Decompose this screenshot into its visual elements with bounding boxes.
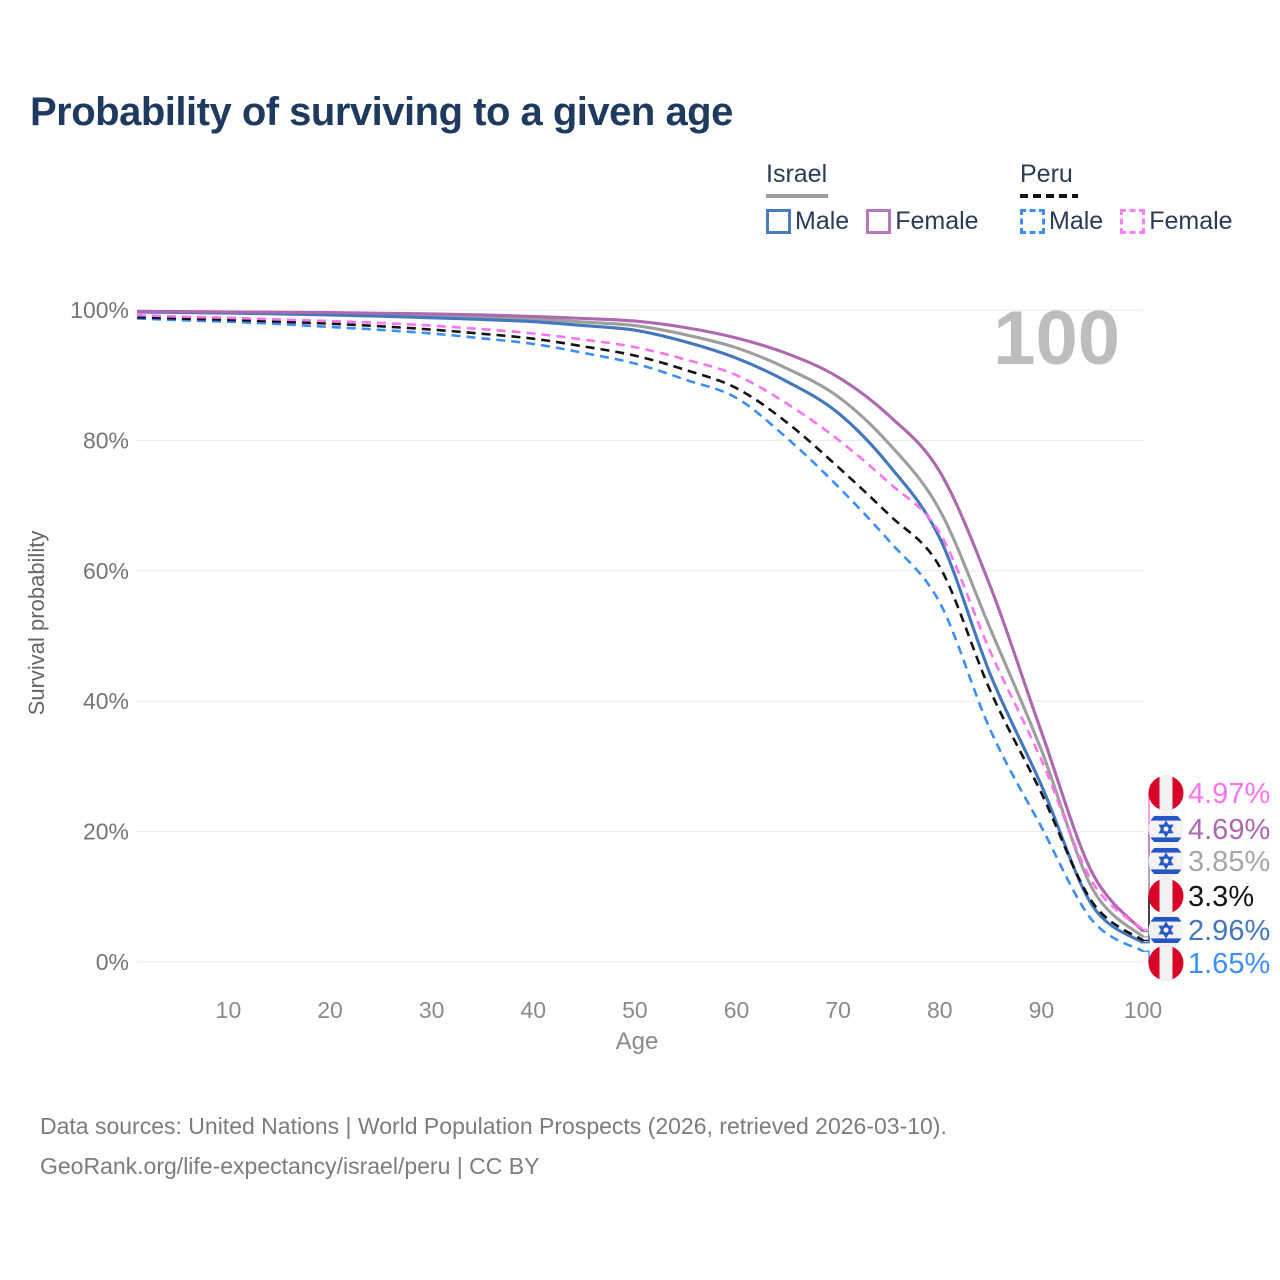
x-tick-label: 100 bbox=[1124, 997, 1162, 1023]
flag-peru-icon bbox=[1148, 945, 1184, 981]
israel-male-label[interactable]: Male bbox=[795, 207, 850, 235]
curve-israel-total[interactable] bbox=[136, 310, 1145, 939]
x-tick-label: 50 bbox=[622, 997, 648, 1023]
legend-peru-label[interactable]: Peru bbox=[1020, 160, 1073, 188]
peru-female-swatch[interactable] bbox=[1120, 209, 1146, 234]
end-value-label: 4.69% bbox=[1188, 814, 1270, 846]
chart-legend: Israel Male Female Peru Male Female bbox=[0, 160, 1280, 240]
israel-total-line-swatch[interactable] bbox=[766, 194, 828, 198]
y-tick-label: 80% bbox=[83, 427, 129, 453]
chart-footer: Data sources: United Nations | World Pop… bbox=[40, 1106, 947, 1186]
x-axis-title: Age bbox=[616, 1028, 659, 1055]
x-tick-label: 20 bbox=[317, 997, 343, 1023]
legend-israel-label[interactable]: Israel bbox=[766, 160, 828, 188]
curve-peru-total[interactable] bbox=[136, 315, 1144, 942]
end-value-label: 3.85% bbox=[1188, 846, 1270, 878]
end-value-label: 4.97% bbox=[1188, 778, 1270, 810]
end-value-label: 1.65% bbox=[1188, 948, 1270, 980]
legend-group-israel: Israel Male Female bbox=[766, 160, 979, 236]
curve-israel-female[interactable] bbox=[136, 309, 1145, 933]
star-of-david-icon bbox=[1158, 820, 1174, 838]
page-title: Probability of surviving to a given age bbox=[30, 90, 733, 134]
flag-israel-icon bbox=[1148, 843, 1184, 879]
israel-female-swatch[interactable] bbox=[866, 209, 892, 234]
y-tick-label: 0% bbox=[96, 949, 129, 975]
israel-female-label[interactable]: Female bbox=[895, 207, 979, 235]
y-axis-title: Survival probability bbox=[24, 531, 49, 716]
flag-israel-icon bbox=[1148, 912, 1184, 948]
peru-male-swatch[interactable] bbox=[1020, 209, 1045, 234]
x-tick-label: 30 bbox=[419, 997, 445, 1023]
peru-total-line-swatch[interactable] bbox=[1020, 194, 1078, 198]
x-tick-label: 60 bbox=[724, 997, 750, 1023]
attribution-line: GeoRank.org/life-expectancy/israel/peru … bbox=[40, 1153, 540, 1179]
age-watermark: 100 bbox=[993, 296, 1120, 381]
y-tick-label: 40% bbox=[83, 688, 129, 714]
peru-female-label[interactable]: Female bbox=[1149, 207, 1233, 235]
curve-peru-male[interactable] bbox=[136, 317, 1144, 953]
y-tick-label: 60% bbox=[83, 558, 129, 584]
y-tick-label: 20% bbox=[83, 819, 129, 845]
y-tick-label: 100% bbox=[70, 297, 129, 323]
curve-peru-female[interactable] bbox=[136, 313, 1144, 931]
peru-male-label[interactable]: Male bbox=[1049, 207, 1104, 235]
star-of-david-icon bbox=[1158, 921, 1174, 939]
x-tick-label: 90 bbox=[1029, 997, 1055, 1023]
curve-israel-male[interactable] bbox=[136, 310, 1144, 945]
flag-peru-icon bbox=[1148, 878, 1184, 914]
x-tick-label: 10 bbox=[216, 997, 242, 1023]
x-tick-label: 40 bbox=[521, 997, 547, 1023]
israel-male-swatch[interactable] bbox=[766, 209, 791, 234]
flag-israel-icon bbox=[1148, 811, 1184, 847]
end-value-label: 3.3% bbox=[1188, 881, 1254, 913]
x-tick-label: 70 bbox=[825, 997, 851, 1023]
star-of-david-icon bbox=[1158, 852, 1174, 870]
legend-group-peru: Peru Male Female bbox=[1020, 160, 1233, 236]
end-value-label: 2.96% bbox=[1188, 915, 1270, 947]
data-sources-line: Data sources: United Nations | World Pop… bbox=[40, 1113, 947, 1139]
flag-peru-icon bbox=[1148, 775, 1184, 811]
x-tick-label: 80 bbox=[927, 997, 953, 1023]
